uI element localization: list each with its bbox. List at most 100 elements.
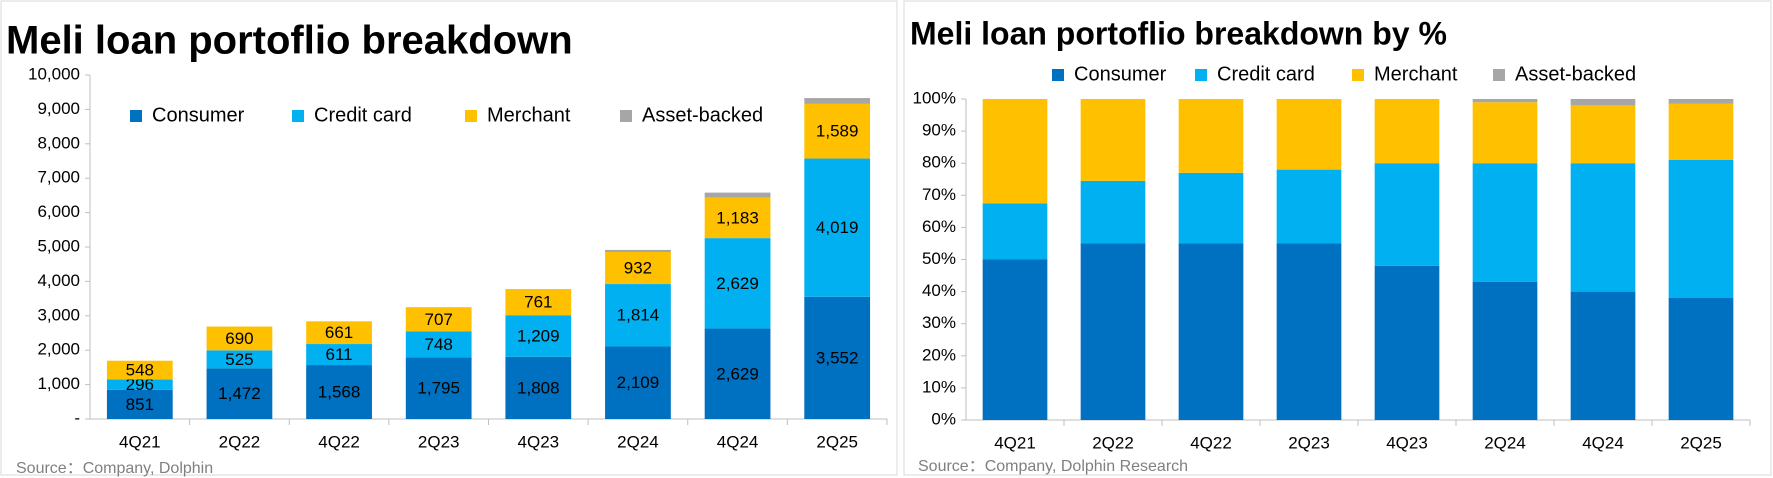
legend-label: Asset-backed [642,104,763,126]
bar-segment [1472,102,1538,164]
bar-segment [1668,298,1734,420]
bar-segment [605,284,671,347]
bar-segment [804,98,871,104]
bar-segment [1374,99,1440,164]
x-tick-label: 4Q21 [994,433,1036,452]
bar-segment [106,389,173,419]
y-tick-label: 70% [922,185,956,204]
bar-segment [505,315,572,357]
value-label: 1,472 [218,384,261,403]
legend-label: Consumer [152,104,245,126]
value-label: 611 [326,345,353,364]
bar-segment [1080,99,1146,181]
x-tick-label: 4Q23 [518,432,560,451]
value-label: 3,552 [816,348,859,367]
bar-segment [1178,99,1244,173]
x-tick-label: 4Q21 [119,432,161,451]
value-label: 1,795 [417,379,460,398]
bar-segment [1472,281,1538,420]
bar-segment [505,289,572,316]
bar-segment [206,326,273,351]
bar-segment [1570,99,1636,106]
legend-label: Asset-backed [1515,63,1636,85]
panel-frame [0,0,898,476]
y-tick-label: 9,000 [37,99,80,118]
bar-segment [704,238,771,329]
value-label: 661 [325,323,353,342]
x-tick-label: 2Q24 [1484,433,1526,452]
bar-segment [804,158,871,297]
x-tick-label: 2Q23 [418,432,460,451]
y-tick-label: 0% [931,409,956,428]
y-tick-label: 80% [922,153,956,172]
bar-segment [1374,265,1440,420]
y-tick-label: 40% [922,281,956,300]
y-tick-label: 6,000 [37,202,80,221]
legend-swatch [1493,69,1505,81]
y-tick-label: 4,000 [37,271,80,290]
value-label: 2,629 [716,364,759,383]
y-tick-label: 5,000 [37,236,80,255]
bar-segment [1472,99,1538,103]
x-tick-label: 4Q22 [1190,433,1232,452]
value-label: 851 [126,395,154,414]
bar-segment [605,346,671,419]
legend-swatch [130,110,142,122]
value-label: 2,629 [716,274,759,293]
legend-swatch [1052,69,1064,81]
x-tick-label: 2Q24 [617,432,659,451]
value-label: 1,209 [517,326,560,345]
x-tick-label: 4Q23 [1386,433,1428,452]
bar-segment [1570,105,1636,164]
bar-segment [106,360,173,380]
bar-segment [206,350,273,369]
bar-segment [405,307,472,332]
bar-segment [505,356,572,419]
bar-segment [1178,243,1244,420]
legend-label: Merchant [1374,63,1458,85]
legend-label: Credit card [314,104,412,126]
value-label: 932 [624,259,652,278]
value-label: 2,109 [617,373,660,392]
value-label: 296 [126,375,154,394]
y-tick-label: 10,000 [28,64,80,83]
bar-segment [1668,103,1734,160]
y-tick-label: 7,000 [37,168,80,187]
value-label: 707 [425,310,453,329]
x-tick-label: 4Q22 [318,432,360,451]
y-tick-label: 100% [913,88,956,107]
y-tick-label: 10% [922,377,956,396]
bar-segment [206,368,273,419]
y-tick-label: 30% [922,313,956,332]
bar-segment [1276,99,1342,170]
x-tick-label: 4Q24 [717,432,759,451]
value-label: 1,183 [716,208,759,227]
legend-label: Consumer [1074,63,1167,85]
bar-segment [605,249,671,252]
bar-segment [306,365,372,419]
y-tick-label: 1,000 [37,374,80,393]
bar-segment [704,192,771,198]
bar-segment [1668,99,1734,104]
source-note: Source：Company, Dolphin Research [918,458,1188,475]
value-label: 1,814 [617,306,660,325]
value-label: 1,589 [816,122,859,141]
x-tick-label: 2Q22 [1092,433,1134,452]
bar-segment [704,197,771,239]
legend-label: Merchant [487,104,571,126]
bar-segment [804,103,871,159]
value-label: 1,568 [318,383,361,402]
bar-segment [1374,163,1440,266]
value-label: 548 [126,361,154,380]
panel-frame [903,0,1772,476]
value-label: 525 [225,350,253,369]
bar-segment [804,296,871,419]
legend-swatch [292,110,304,122]
legend-label: Credit card [1217,63,1315,85]
bar-segment [1570,291,1636,420]
bar-segment [405,357,472,419]
bar-segment [1276,243,1342,420]
bar-segment [1668,159,1734,299]
bar-segment [1080,180,1146,244]
